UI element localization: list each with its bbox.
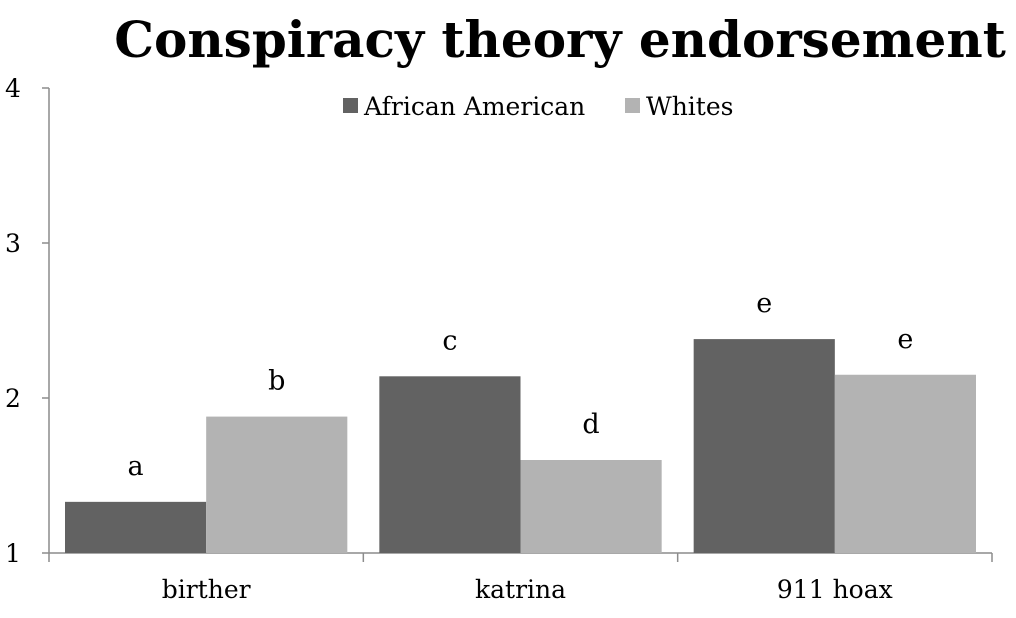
x-category-label: 911 hoax	[777, 575, 893, 604]
legend: African American Whites	[343, 92, 733, 121]
x-category-label: katrina	[475, 575, 566, 604]
bar	[693, 339, 835, 553]
bar	[65, 501, 207, 553]
tick-labels: 1 2 3 4 birther katrina 911 hoax	[5, 74, 893, 604]
y-tick-label: 4	[5, 74, 21, 103]
bar	[379, 376, 521, 553]
bar-letter-label: e	[897, 324, 913, 355]
bar	[206, 416, 348, 553]
legend-swatch	[625, 98, 640, 113]
bar	[520, 460, 662, 553]
y-tick-label: 2	[5, 384, 21, 413]
bar-letter-label: c	[442, 325, 457, 356]
y-tick-label: 3	[5, 229, 21, 258]
y-tick-label: 1	[5, 539, 21, 568]
bar-letter-label: d	[582, 409, 599, 440]
bar-labels: a b c d e e	[128, 288, 914, 482]
chart-title: Conspiracy theory endorsement	[114, 10, 1006, 69]
bars	[65, 339, 976, 553]
legend-label: Whites	[646, 92, 733, 121]
bar	[834, 374, 976, 553]
legend-label: African American	[363, 92, 585, 121]
bar-letter-label: b	[268, 366, 285, 397]
bar-letter-label: e	[756, 288, 772, 319]
x-category-label: birther	[162, 575, 251, 604]
bar-letter-label: a	[128, 451, 144, 482]
legend-swatch	[343, 98, 358, 113]
